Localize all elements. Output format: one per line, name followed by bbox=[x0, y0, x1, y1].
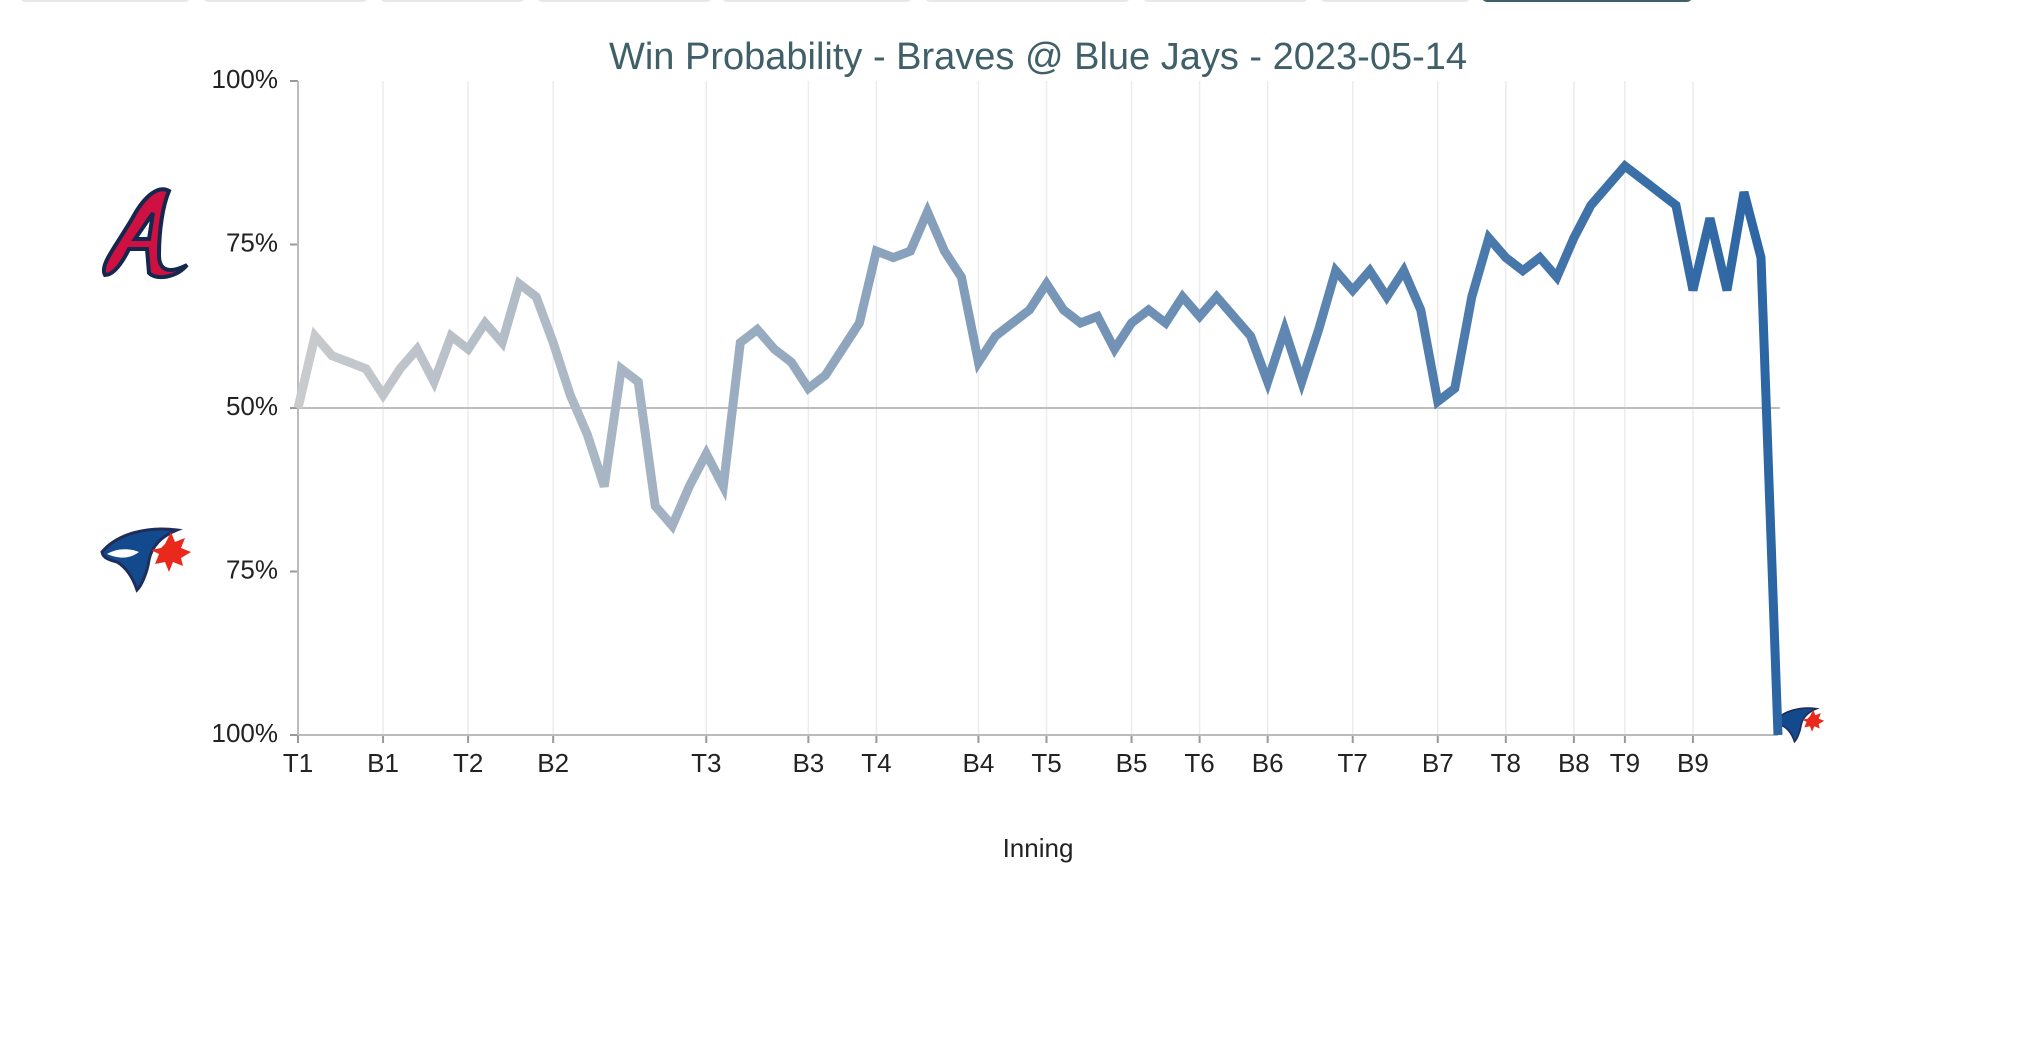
y-tick-label: 100% bbox=[212, 64, 279, 94]
x-tick-label: B5 bbox=[1116, 748, 1148, 778]
x-tick-label: T7 bbox=[1338, 748, 1368, 778]
x-tick-label: B3 bbox=[792, 748, 824, 778]
x-tick-label: B8 bbox=[1558, 748, 1590, 778]
tab[interactable] bbox=[925, 0, 1130, 2]
tab[interactable] bbox=[380, 0, 525, 2]
x-tick-label: B7 bbox=[1422, 748, 1454, 778]
x-tick-label: T4 bbox=[861, 748, 891, 778]
chart-title: Win Probability - Braves @ Blue Jays - 2… bbox=[609, 36, 1467, 78]
x-tick-label: T2 bbox=[453, 748, 483, 778]
x-tick-label: B6 bbox=[1252, 748, 1284, 778]
grid bbox=[297, 81, 1780, 735]
win-probability-line bbox=[293, 159, 1783, 736]
tab[interactable] bbox=[1320, 0, 1470, 2]
x-tick-label: T1 bbox=[283, 748, 313, 778]
tab-active[interactable] bbox=[1482, 0, 1692, 2]
marks bbox=[293, 159, 1783, 736]
tab[interactable] bbox=[537, 0, 712, 2]
x-axis-label: Inning bbox=[1003, 833, 1074, 863]
y-tick-label: 50% bbox=[226, 391, 278, 421]
x-tick-label: B9 bbox=[1677, 748, 1709, 778]
y-tick-label: 75% bbox=[226, 554, 278, 584]
x-tick-label: B1 bbox=[367, 748, 399, 778]
x-tick-label: B4 bbox=[963, 748, 995, 778]
end-logo bbox=[1774, 707, 1825, 744]
x-tick-label: T8 bbox=[1491, 748, 1521, 778]
y-tick-label: 100% bbox=[212, 718, 279, 748]
tab[interactable] bbox=[722, 0, 912, 2]
x-tick-label: T3 bbox=[691, 748, 721, 778]
x-tick-label: B2 bbox=[537, 748, 569, 778]
tab[interactable] bbox=[1143, 0, 1308, 2]
x-tick-label: T9 bbox=[1610, 748, 1640, 778]
tab[interactable] bbox=[203, 0, 368, 2]
braves-logo bbox=[101, 187, 189, 280]
axes: T1 B1 T2 B2 T3 B3 T4 B4 T5 B5 T6 B6 T7 B7 T8 B8 T9 B9 100%… bbox=[212, 64, 1778, 778]
x-tick-label: T5 bbox=[1031, 748, 1061, 778]
x-tick-label: T6 bbox=[1184, 748, 1214, 778]
tab-bar bbox=[20, 0, 1692, 2]
tab[interactable] bbox=[20, 0, 190, 2]
blue-jays-logo bbox=[100, 527, 191, 593]
y-tick-label: 75% bbox=[226, 227, 278, 257]
